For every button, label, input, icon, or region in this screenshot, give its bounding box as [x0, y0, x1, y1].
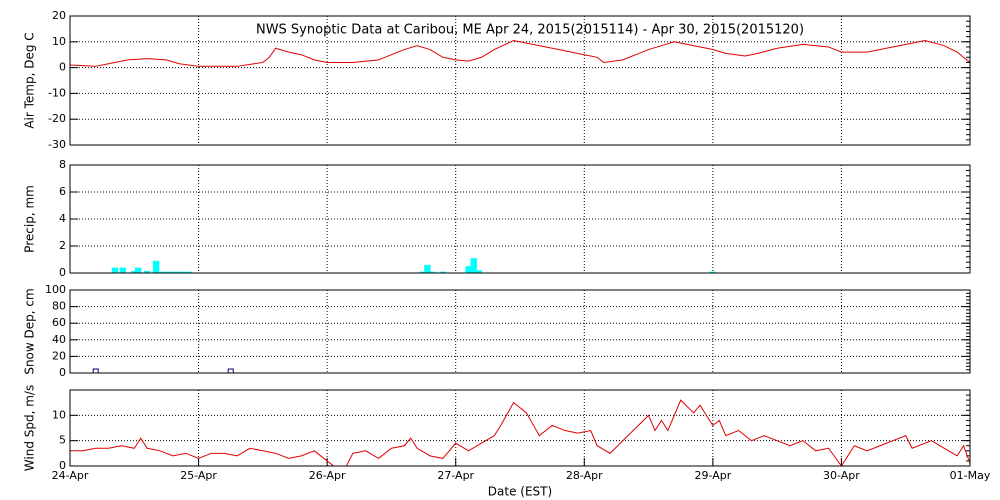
- y-tick-label: 60: [52, 316, 66, 329]
- bar: [419, 271, 426, 273]
- bar: [465, 266, 472, 273]
- bar: [475, 270, 483, 273]
- x-axis-label: Date (EST): [488, 485, 552, 499]
- plot-frame: [69, 289, 971, 374]
- y-tick-label: 80: [52, 300, 66, 313]
- x-tick-label: 29-Apr: [694, 469, 731, 482]
- point: [227, 368, 234, 374]
- y-tick-label: 4: [59, 212, 66, 225]
- y-tick-label: 2: [59, 239, 66, 252]
- y-tick-label: 40: [52, 333, 66, 346]
- y-tick-label: 6: [59, 185, 66, 198]
- x-tick-label: 26-Apr: [309, 469, 346, 482]
- bar: [439, 271, 447, 273]
- y-tick-label: 10: [52, 408, 66, 421]
- bar: [134, 267, 142, 273]
- x-tick-label: 30-Apr: [823, 469, 860, 482]
- line: [69, 39, 971, 67]
- bar: [165, 271, 173, 273]
- y-tick-label: 5: [59, 434, 66, 447]
- y-tick-label: 0: [59, 459, 66, 472]
- bar: [185, 271, 192, 273]
- bar: [159, 271, 166, 273]
- bar: [111, 267, 119, 273]
- y-axis-label: Precip, mm: [23, 185, 37, 253]
- y-tick-label: 8: [59, 158, 66, 171]
- line: [70, 399, 971, 467]
- y-tick-label: -30: [48, 138, 66, 151]
- bar: [470, 258, 477, 273]
- y-tick-label: -10: [48, 86, 66, 99]
- y-axis-label: Wind Spd, m/s: [23, 385, 37, 471]
- y-tick-label: 100: [45, 283, 66, 296]
- y-tick-label: 20: [52, 349, 66, 362]
- bar: [131, 270, 138, 273]
- y-tick-label: -20: [48, 112, 66, 125]
- x-tick-label: 01-May: [950, 469, 991, 482]
- point: [92, 368, 99, 374]
- x-tick-label: 25-Apr: [180, 469, 217, 482]
- bar: [119, 267, 126, 273]
- bar: [709, 271, 717, 273]
- y-tick-label: 20: [52, 9, 66, 22]
- plot-frame: [69, 15, 971, 146]
- bar: [143, 270, 151, 273]
- bar: [429, 271, 436, 273]
- x-tick-label: 24-Apr: [52, 469, 89, 482]
- x-tick-label: 28-Apr: [566, 469, 603, 482]
- bar: [178, 271, 186, 273]
- x-tick-label: 27-Apr: [437, 469, 474, 482]
- y-tick-label: 0: [59, 366, 66, 379]
- bar: [152, 260, 160, 273]
- y-axis-label: Air Temp, Deg C: [23, 32, 37, 128]
- plot-frame: [69, 164, 971, 274]
- bar: [424, 264, 431, 273]
- y-axis-label: Snow Dep, cm: [23, 288, 37, 374]
- y-tick-label: 0: [59, 61, 66, 74]
- bar: [172, 271, 179, 273]
- plot-frame: [69, 389, 971, 467]
- chart-title: NWS Synoptic Data at Caribou, ME Apr 24,…: [256, 23, 804, 38]
- y-tick-label: 0: [59, 266, 66, 279]
- y-tick-label: 10: [52, 35, 66, 48]
